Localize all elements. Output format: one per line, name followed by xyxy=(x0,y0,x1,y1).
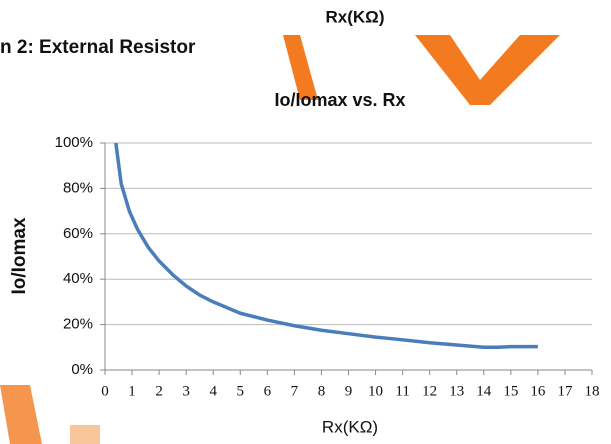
x-tick-label: 0 xyxy=(101,383,109,399)
x-tick-label: 4 xyxy=(209,383,217,399)
x-tick-label: 7 xyxy=(291,383,299,399)
top-label: Rx(KΩ) xyxy=(326,7,385,26)
x-tick-label: 9 xyxy=(345,383,353,399)
x-tick-label: 12 xyxy=(422,383,437,399)
x-tick-label: 15 xyxy=(503,383,518,399)
x-tick-label: 8 xyxy=(318,383,326,399)
x-tick-label: 16 xyxy=(530,383,546,399)
x-tick-label: 17 xyxy=(557,383,573,399)
x-tick-label: 1 xyxy=(128,383,136,399)
x-tick-label: 6 xyxy=(264,383,272,399)
x-tick-label: 18 xyxy=(585,383,600,399)
x-tick-label: 14 xyxy=(476,383,492,399)
watermark xyxy=(70,425,100,444)
y-tick-label: 60% xyxy=(63,225,93,242)
chart-title: Io/Iomax vs. Rx xyxy=(274,90,405,110)
y-tick-label: 80% xyxy=(63,179,93,196)
watermark xyxy=(0,385,42,444)
section-title: n 2: External Resistor xyxy=(0,37,196,58)
y-tick-label: 100% xyxy=(55,134,93,151)
x-tick-label: 3 xyxy=(182,383,190,399)
x-tick-label: 13 xyxy=(449,383,464,399)
x-tick-label: 5 xyxy=(237,383,245,399)
y-tick-label: 0% xyxy=(71,361,93,378)
y-axis-label: Io/Iomax xyxy=(9,217,30,295)
watermark xyxy=(283,35,318,100)
data-line xyxy=(114,142,538,350)
x-tick-label: 10 xyxy=(368,383,383,399)
watermark xyxy=(415,35,560,105)
x-axis-label: Rx(KΩ) xyxy=(322,417,378,436)
y-tick-label: 40% xyxy=(63,270,93,287)
x-tick-label: 2 xyxy=(155,383,163,399)
x-tick-label: 11 xyxy=(395,383,409,399)
y-tick-label: 20% xyxy=(63,316,93,333)
